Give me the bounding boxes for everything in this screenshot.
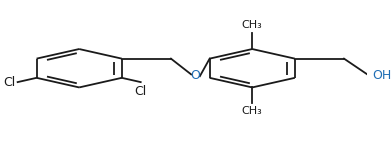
Text: CH₃: CH₃ (242, 106, 263, 116)
Text: OH: OH (372, 69, 392, 82)
Text: CH₃: CH₃ (242, 20, 263, 30)
Text: Cl: Cl (4, 76, 16, 89)
Text: Cl: Cl (134, 85, 147, 98)
Text: O: O (191, 69, 200, 82)
